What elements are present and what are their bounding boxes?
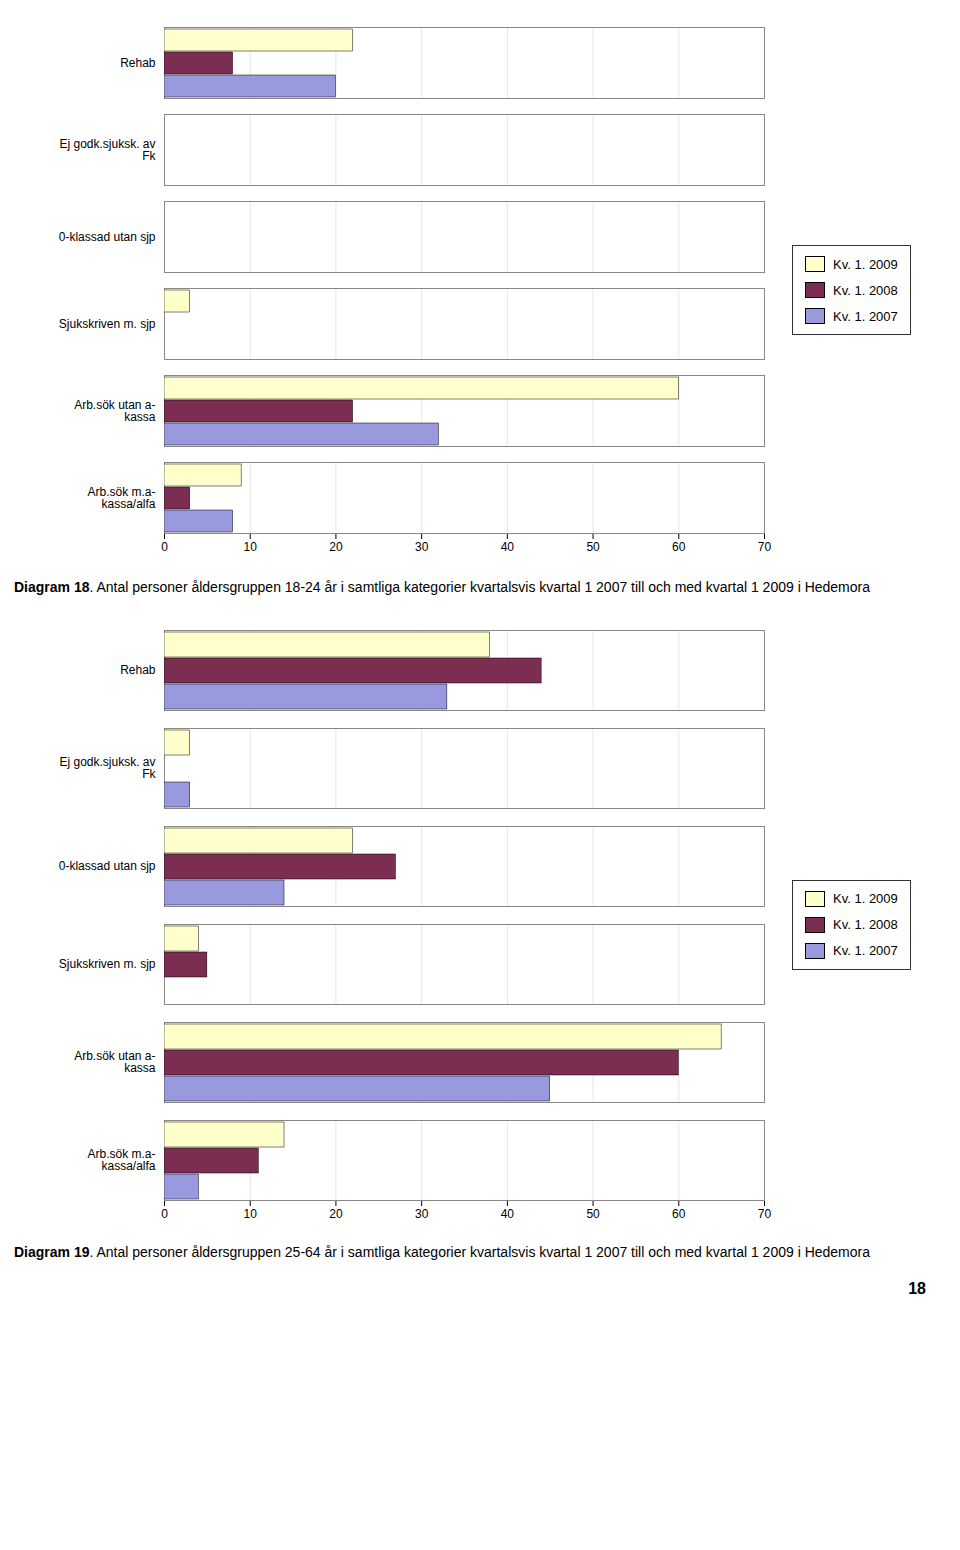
svg-text:50: 50 bbox=[586, 1207, 600, 1221]
svg-text:60: 60 bbox=[672, 540, 686, 554]
svg-text:Rehab: Rehab bbox=[120, 663, 156, 677]
svg-text:20: 20 bbox=[329, 1207, 343, 1221]
svg-text:40: 40 bbox=[501, 1207, 515, 1221]
svg-text:Sjukskriven m. sjp: Sjukskriven m. sjp bbox=[59, 957, 156, 971]
svg-text:Sjukskriven m. sjp: Sjukskriven m. sjp bbox=[59, 317, 156, 331]
svg-text:Arb.sök utan a-kassa: Arb.sök utan a-kassa bbox=[74, 398, 156, 424]
svg-text:Arb.sök m.a-kassa/alfa: Arb.sök m.a-kassa/alfa bbox=[87, 485, 155, 511]
svg-text:Arb.sök m.a-kassa/alfa: Arb.sök m.a-kassa/alfa bbox=[87, 1147, 155, 1173]
html-text:Kv. 1. 2007: Kv. 1. 2007 bbox=[833, 308, 898, 324]
svg-text:60: 60 bbox=[672, 1207, 686, 1221]
html-text:Kv. 1. 2008: Kv. 1. 2008 bbox=[833, 282, 898, 298]
svg-text:70: 70 bbox=[758, 1207, 772, 1221]
svg-text:10: 10 bbox=[244, 1207, 258, 1221]
svg-text:20: 20 bbox=[329, 540, 343, 554]
svg-text:Arb.sök utan a-kassa: Arb.sök utan a-kassa bbox=[74, 1049, 156, 1075]
svg-text:70: 70 bbox=[758, 540, 772, 554]
svg-text:50: 50 bbox=[586, 540, 600, 554]
html-text:Diagram 19. Antal personer åld: Diagram 19. Antal personer åldersgruppen… bbox=[14, 1243, 870, 1260]
html-text:Kv. 1. 2009: Kv. 1. 2009 bbox=[833, 256, 898, 272]
svg-text:40: 40 bbox=[501, 540, 515, 554]
html-text:Diagram 18. Antal personer åld: Diagram 18. Antal personer åldersgruppen… bbox=[14, 579, 870, 595]
svg-text:0: 0 bbox=[161, 540, 168, 554]
svg-text:0-klassad utan sjp: 0-klassad utan sjp bbox=[59, 859, 156, 873]
svg-text:0: 0 bbox=[161, 1207, 168, 1221]
svg-text:Ej godk.sjuksk. avFk: Ej godk.sjuksk. avFk bbox=[59, 137, 156, 163]
html-text:18: 18 bbox=[908, 1279, 926, 1297]
svg-text:30: 30 bbox=[415, 1207, 429, 1221]
html-text:Kv. 1. 2008: Kv. 1. 2008 bbox=[833, 917, 898, 933]
svg-text:Ej godk.sjuksk. avFk: Ej godk.sjuksk. avFk bbox=[59, 755, 156, 781]
html-text:Kv. 1. 2007: Kv. 1. 2007 bbox=[833, 943, 898, 959]
svg-text:0-klassad utan sjp: 0-klassad utan sjp bbox=[59, 230, 156, 244]
svg-text:30: 30 bbox=[415, 540, 429, 554]
svg-text:10: 10 bbox=[244, 540, 258, 554]
svg-text:Rehab: Rehab bbox=[120, 56, 156, 70]
html-text:Kv. 1. 2009: Kv. 1. 2009 bbox=[833, 891, 898, 907]
